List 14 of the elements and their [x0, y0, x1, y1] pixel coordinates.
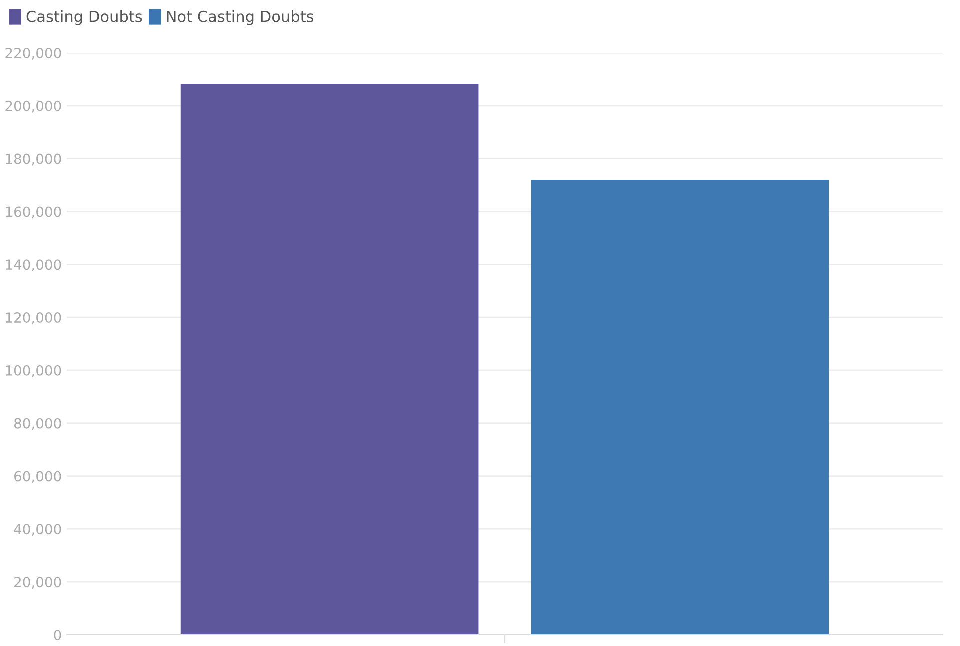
- y-tick-label: 140,000: [6, 260, 62, 272]
- y-tick-label: 20,000: [14, 577, 62, 589]
- y-tick-label: 200,000: [6, 100, 62, 113]
- y-tick-label: 80,000: [14, 418, 62, 430]
- y-tick-label: 160,000: [6, 206, 62, 219]
- y-tick-label: 40,000: [14, 524, 62, 536]
- y-tick-label: 220,000: [6, 48, 62, 60]
- legend-label: Not Casting Doubts: [167, 10, 314, 26]
- y-tick-label: 120,000: [6, 312, 62, 324]
- y-tick-label: 180,000: [6, 154, 62, 166]
- legend-label: Casting Doubts: [26, 10, 142, 26]
- y-tick-label: 0: [54, 630, 62, 640]
- y-tick-label: 100,000: [6, 365, 62, 378]
- y-tick-label: 60,000: [14, 471, 62, 484]
